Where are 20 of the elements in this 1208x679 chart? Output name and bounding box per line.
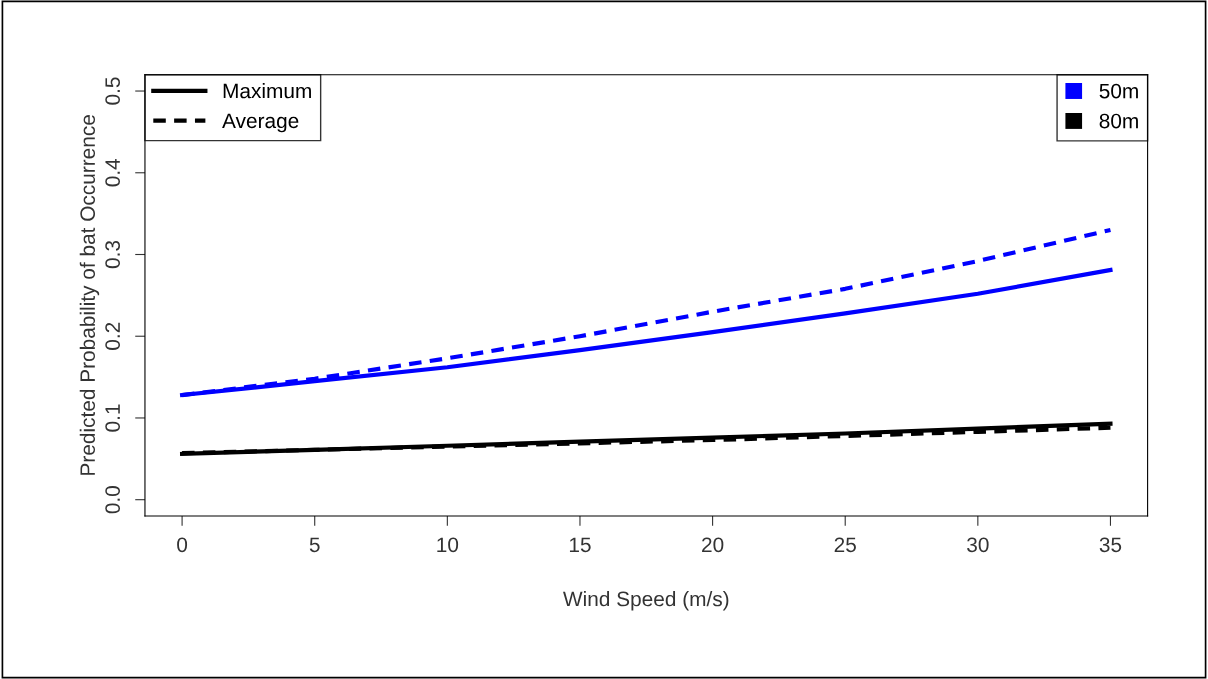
y-tick-label: 0.0 — [105, 486, 121, 514]
x-tick-label: 20 — [702, 537, 724, 553]
y-tick-label: 0.1 — [105, 404, 121, 432]
x-tick-label: 0 — [177, 537, 188, 553]
x-tick-label: 30 — [967, 537, 989, 553]
y-tick-label: 0.5 — [105, 77, 121, 105]
x-tick-label: 5 — [309, 537, 320, 553]
legend-label: 50m — [1099, 83, 1138, 99]
legend-label: 80m — [1099, 113, 1138, 129]
y-axis-title: Predicted Probability of bat Occurrence — [79, 115, 100, 475]
x-tick-label: 15 — [569, 537, 591, 553]
annotation: Maximum — [223, 83, 311, 99]
x-axis-title: Wind Speed (m/s) — [563, 591, 729, 611]
annotation: Average — [222, 113, 299, 133]
x-tick-label: 35 — [1099, 537, 1122, 553]
y-tick-label: 0.2 — [105, 322, 121, 350]
x-tick-label: 10 — [437, 537, 459, 553]
y-tick-label: 0.3 — [105, 240, 121, 269]
y-tick-label: 0.4 — [105, 158, 121, 187]
x-tick-label: 25 — [834, 537, 856, 553]
